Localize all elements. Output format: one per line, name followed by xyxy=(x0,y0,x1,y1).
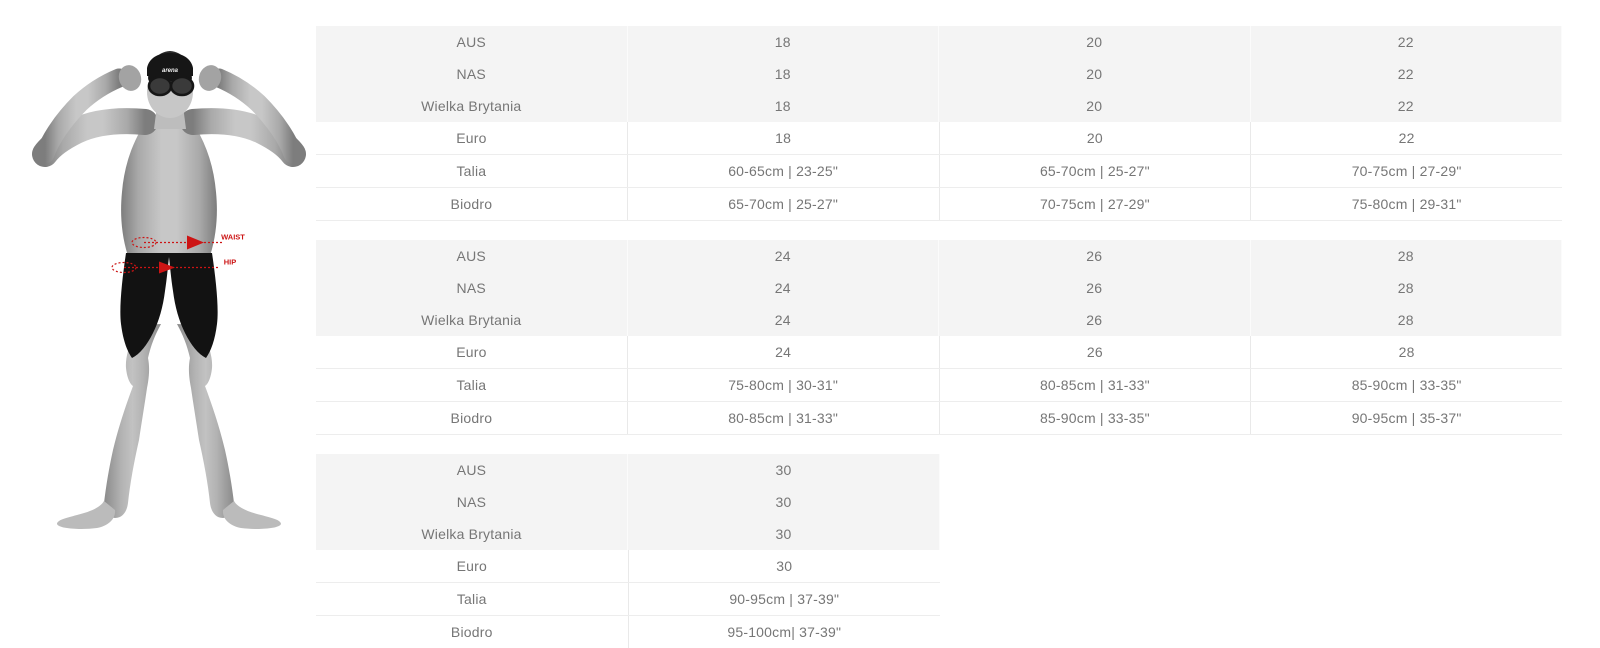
svg-text:arena: arena xyxy=(162,68,179,74)
svg-text:WAIST: WAIST xyxy=(221,233,245,242)
svg-text:HIP: HIP xyxy=(224,258,237,267)
